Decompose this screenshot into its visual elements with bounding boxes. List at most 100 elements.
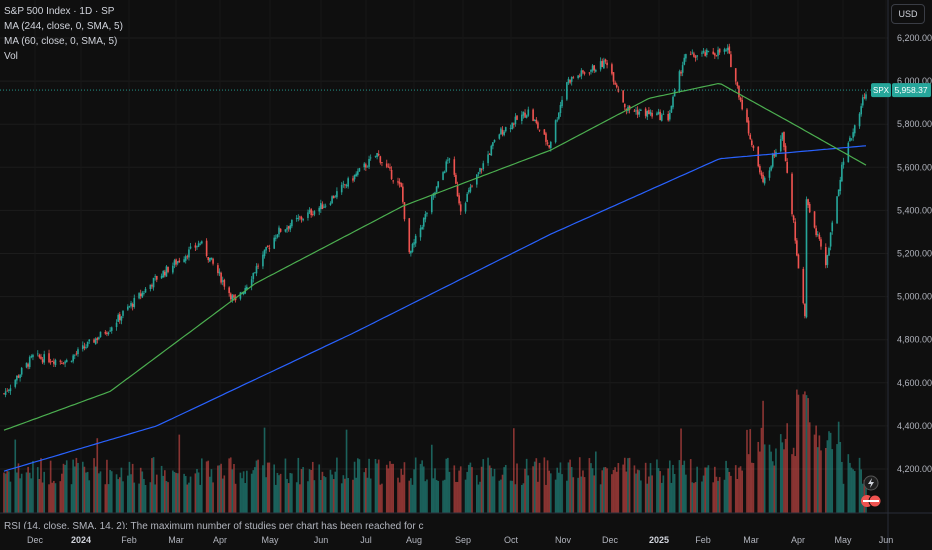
- volume-bar: [612, 470, 615, 513]
- volume-bar: [779, 434, 782, 513]
- volume-bar: [464, 479, 467, 513]
- currency-button[interactable]: USD: [891, 4, 925, 24]
- volume-bar: [813, 434, 816, 513]
- candle-body: [532, 109, 534, 121]
- candle-body: [501, 129, 504, 135]
- volume-bar: [792, 447, 795, 513]
- volume-bar: [466, 471, 468, 513]
- candle-body: [736, 82, 739, 86]
- candle-body: [773, 153, 776, 156]
- candle-body: [593, 65, 596, 71]
- candle-body: [99, 331, 102, 338]
- candle-body: [601, 60, 604, 68]
- symbol-tag[interactable]: [871, 83, 891, 98]
- candle-body: [117, 314, 120, 322]
- legend-ma-short[interactable]: MA (60, close, 0, SMA, 5): [4, 36, 118, 47]
- avatar-badge-icon[interactable]: [861, 494, 882, 508]
- volume-bar: [685, 474, 687, 513]
- volume-bar: [19, 478, 21, 513]
- volume-bar: [849, 462, 851, 513]
- candle-body: [649, 111, 652, 115]
- volume-bar: [741, 470, 743, 513]
- volume-bar: [194, 473, 197, 513]
- candle-body: [487, 154, 489, 164]
- price-tag[interactable]: [892, 83, 931, 98]
- volume-bar: [268, 462, 271, 513]
- time-tick-label: May: [834, 535, 852, 545]
- volume-bar: [197, 472, 200, 513]
- candle-body: [786, 161, 789, 173]
- volume-bar: [467, 464, 470, 513]
- volume-bar: [41, 482, 44, 513]
- price-tick-label: 5,800.00: [897, 119, 932, 129]
- volume-bar: [144, 484, 147, 513]
- volume-bar: [762, 400, 764, 513]
- volume-bar: [599, 484, 602, 513]
- candle-body: [308, 210, 311, 213]
- volume-bar: [759, 451, 761, 513]
- candle-body: [6, 390, 9, 392]
- candle-body: [210, 257, 213, 260]
- moving-average-lines: [3, 82, 867, 472]
- volume-bar: [516, 463, 518, 513]
- volume-bar: [725, 460, 727, 513]
- candle-body: [287, 226, 290, 229]
- candle-body: [279, 228, 282, 232]
- volume-bar: [175, 472, 177, 513]
- candle-body: [310, 209, 312, 216]
- volume-bar: [704, 467, 706, 513]
- volume-bar: [49, 460, 52, 513]
- volume-bar: [387, 468, 390, 513]
- candle-body: [413, 242, 415, 245]
- volume-bar: [154, 484, 156, 513]
- volume-bar: [207, 460, 210, 513]
- candle-body: [525, 115, 528, 118]
- volume-bar: [718, 477, 721, 513]
- candle-body: [291, 219, 293, 227]
- candle-body: [781, 132, 784, 140]
- candle-body: [554, 120, 557, 143]
- candle-body: [265, 246, 267, 251]
- candle-body: [437, 181, 440, 188]
- candle-body: [263, 249, 266, 257]
- volume-bar: [278, 475, 280, 513]
- legend-title[interactable]: S&P 500 Index · 1D · SP: [4, 6, 115, 17]
- candle-body: [353, 174, 356, 180]
- volume-bar: [805, 395, 808, 513]
- candle-body: [725, 49, 727, 51]
- volume-bar: [858, 457, 861, 513]
- candle-body: [334, 196, 337, 198]
- volume-bar: [172, 470, 174, 513]
- candle-body: [392, 180, 395, 182]
- candle-body: [252, 272, 255, 279]
- legend-ma-long[interactable]: MA (244, close, 0, SMA, 5): [4, 21, 123, 32]
- candle-body: [286, 227, 288, 230]
- volume-bar: [847, 454, 850, 513]
- volume-bar: [670, 482, 673, 513]
- volume-bar: [408, 480, 411, 513]
- candle-body: [233, 295, 235, 298]
- candle-body: [344, 184, 346, 186]
- volume-bar: [747, 454, 750, 513]
- candle-body: [59, 360, 62, 362]
- candle-body: [151, 285, 153, 287]
- time-tick-label: Jun: [314, 535, 329, 545]
- volume-bar: [152, 457, 155, 513]
- candle-body: [447, 159, 449, 161]
- volume-bar: [850, 467, 853, 513]
- volume-bar: [492, 476, 494, 513]
- volume-bar: [369, 478, 372, 513]
- volume-bar: [430, 444, 433, 513]
- time-tick-label: Apr: [791, 535, 805, 545]
- candle-body: [25, 362, 28, 368]
- volume-bar: [141, 471, 144, 513]
- candle-body: [368, 158, 370, 167]
- candle-body: [144, 288, 147, 293]
- volume-bar: [231, 469, 234, 513]
- volume-bar: [381, 483, 383, 513]
- lightning-icon[interactable]: [863, 475, 879, 491]
- legend-volume[interactable]: Vol: [4, 51, 18, 62]
- volume-bar: [151, 458, 153, 513]
- candle-body: [77, 349, 79, 355]
